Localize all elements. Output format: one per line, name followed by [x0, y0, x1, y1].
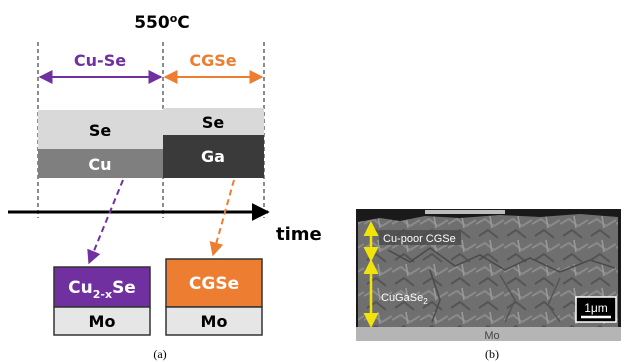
stage2-ga-layer	[163, 135, 264, 178]
stage1-cu-layer	[38, 149, 163, 178]
result2-mo-layer	[165, 306, 263, 336]
temperature-degree: o	[170, 12, 178, 25]
stage1-se-layer	[38, 110, 163, 149]
panel-a: 550oC Cu-Se CGSe Se Cu Se Ga time Cu2-xS…	[8, 12, 322, 361]
sem-surface-highlight	[425, 210, 505, 214]
caption-b: (b)	[485, 347, 499, 361]
stage2-se-label: Se	[202, 113, 225, 132]
stage2-ga-label: Ga	[201, 147, 225, 166]
sem-grain-boundary	[499, 274, 516, 323]
stage1-se-label: Se	[89, 121, 112, 140]
cuse-to-result-arrow	[87, 179, 124, 265]
cu-poor-label: Cu-poor CGSe	[383, 233, 456, 245]
result1-tail: Se	[112, 278, 136, 298]
sem-mo-label: Mo	[484, 330, 499, 342]
stage2-label: CGSe	[189, 51, 236, 70]
temperature-title: 550oC	[134, 12, 190, 33]
time-axis-label: time	[276, 224, 322, 245]
result1-subscript: 2-x	[93, 288, 112, 301]
cugase2-label: CuGaSe2	[381, 292, 428, 306]
sem-grain-boundary	[387, 247, 616, 273]
sem-grain-boundary	[547, 277, 561, 323]
panel-b: Mo Cu-poor CGSe CuGaSe2 1μm (b)	[356, 209, 621, 361]
result2-mo-label: Mo	[201, 312, 228, 331]
result1-mo-label: Mo	[89, 312, 116, 331]
scale-bar-label: 1μm	[584, 301, 608, 315]
result1-mo-layer	[53, 306, 151, 336]
cugase2-subscript: 2	[423, 297, 428, 306]
stage1-cu-label: Cu	[88, 155, 111, 174]
temperature-unit: C	[177, 13, 189, 33]
stage2-se-layer	[163, 108, 264, 135]
cu-poor-label-bg	[379, 230, 461, 245]
stage1-label: Cu-Se	[74, 51, 126, 70]
result2-cgse-layer	[165, 258, 263, 308]
result1-base: Cu	[68, 278, 93, 298]
cugase2-base: CuGaSe	[381, 292, 423, 304]
caption-a: (a)	[153, 347, 166, 361]
result2-cgse-label: CGSe	[189, 274, 239, 294]
sem-grain-boundary	[429, 269, 441, 323]
result1-cu2xse-label: Cu2-xSe	[68, 278, 136, 301]
temperature-value: 550	[134, 13, 170, 33]
sem-mo-layer	[356, 327, 621, 341]
cgse-to-result-arrow	[209, 179, 235, 257]
